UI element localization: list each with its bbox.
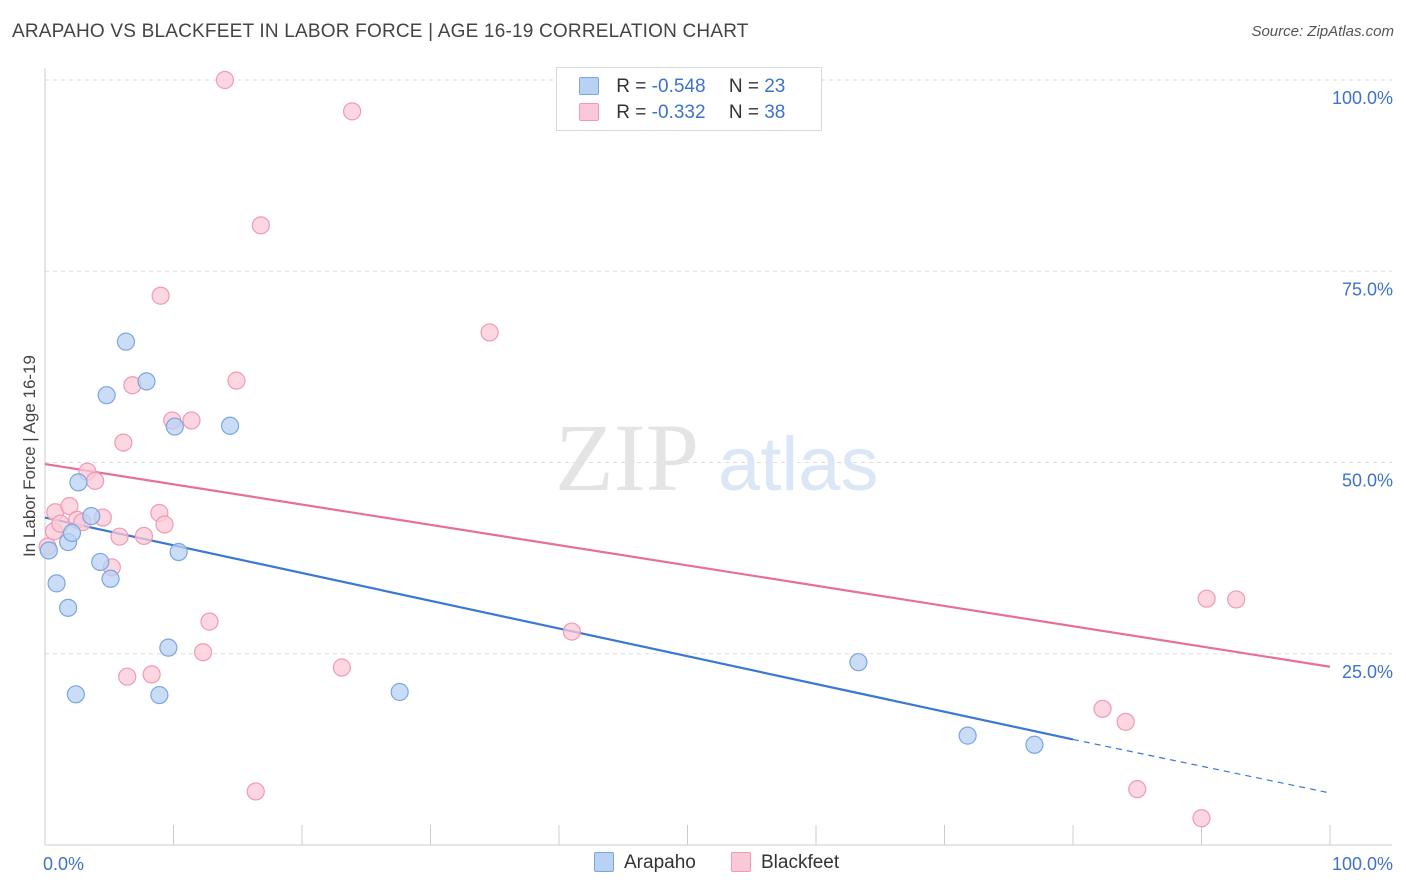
data-point-blackfeet xyxy=(200,612,219,631)
axes xyxy=(44,68,1392,846)
data-point-arapaho xyxy=(159,638,178,657)
legend-item-arapaho[interactable]: Arapaho xyxy=(594,852,696,874)
data-point-blackfeet xyxy=(1116,712,1135,731)
data-point-arapaho xyxy=(47,574,66,593)
legend-swatch-arapaho xyxy=(594,852,614,872)
data-point-blackfeet xyxy=(86,471,105,490)
data-point-arapaho xyxy=(62,523,82,542)
data-point-blackfeet xyxy=(1192,809,1211,828)
data-point-blackfeet xyxy=(118,667,137,686)
legend-item-blackfeet[interactable]: Blackfeet xyxy=(731,852,839,874)
data-point-arapaho xyxy=(958,726,977,745)
data-point-blackfeet xyxy=(562,622,581,641)
legend-n-label: N = xyxy=(728,102,759,123)
data-point-blackfeet xyxy=(182,411,201,430)
data-point-arapaho xyxy=(66,685,85,704)
data-point-blackfeet xyxy=(332,658,351,677)
data-point-arapaho xyxy=(390,682,409,702)
legend-label-blackfeet: Blackfeet xyxy=(761,852,840,873)
stats-legend: R = -0.548 N = 23 R = -0.332 N = 38 xyxy=(556,67,822,131)
data-point-arapaho xyxy=(150,685,169,705)
data-point-arapaho xyxy=(137,372,156,391)
legend-r-label: R = xyxy=(616,102,647,123)
data-point-blackfeet xyxy=(114,433,133,452)
data-point-arapaho xyxy=(169,542,188,562)
data-point-arapaho xyxy=(101,569,120,588)
data-point-blackfeet xyxy=(215,70,234,90)
data-point-blackfeet xyxy=(1227,590,1246,609)
data-point-blackfeet xyxy=(60,497,79,516)
data-point-arapaho xyxy=(849,653,868,672)
data-point-blackfeet xyxy=(151,286,170,305)
data-point-blackfeet xyxy=(110,527,129,546)
data-point-blackfeet xyxy=(251,216,270,235)
data-point-blackfeet xyxy=(1128,780,1147,799)
data-point-arapaho xyxy=(116,332,136,351)
data-point-blackfeet xyxy=(155,515,174,534)
series-legend: Arapaho Blackfeet xyxy=(0,852,1406,878)
watermark-atlas: atlas xyxy=(718,422,879,507)
data-point-arapaho xyxy=(82,506,101,526)
x-tick-label: 0.0% xyxy=(43,854,84,874)
data-points xyxy=(38,70,1246,828)
tick-labels: 25.0% 50.0% 75.0% 100.0% 0.0% 100.0% xyxy=(43,88,1393,874)
watermark-zip: ZIP xyxy=(555,404,699,511)
data-point-arapaho xyxy=(1025,735,1044,754)
legend-row-arapaho: R = -0.548 N = 23 xyxy=(579,76,785,100)
data-point-arapaho xyxy=(220,416,240,435)
chart-title: ARAPAHO VS BLACKFEET IN LABOR FORCE | AG… xyxy=(12,21,749,42)
source-credit: Source: ZipAtlas.com xyxy=(1251,23,1394,40)
legend-n-label: N = xyxy=(728,76,759,97)
trend-line-arapaho xyxy=(44,516,1074,741)
data-point-blackfeet xyxy=(227,371,246,390)
data-point-blackfeet xyxy=(142,665,161,684)
legend-swatch-arapaho xyxy=(579,77,599,95)
legend-n-value: 38 xyxy=(764,102,786,123)
data-point-blackfeet xyxy=(193,643,213,662)
legend-label-arapaho: Arapaho xyxy=(624,852,696,873)
data-point-arapaho xyxy=(39,541,58,560)
data-point-blackfeet xyxy=(134,526,154,546)
trend-extension-arapaho xyxy=(1072,738,1331,794)
data-point-arapaho xyxy=(69,473,88,492)
trend-lines xyxy=(44,462,1331,794)
data-point-blackfeet xyxy=(343,102,362,121)
data-point-blackfeet xyxy=(1197,589,1216,608)
x-tick-label: 100.0% xyxy=(1332,854,1393,874)
legend-swatch-blackfeet xyxy=(579,103,599,121)
y-tick-label: 50.0% xyxy=(1342,471,1393,491)
legend-swatch-blackfeet xyxy=(731,852,751,872)
y-tick-label: 100.0% xyxy=(1332,88,1393,108)
y-tick-label: 75.0% xyxy=(1342,279,1393,299)
data-point-arapaho xyxy=(97,386,116,405)
legend-r-label: R = xyxy=(616,76,647,97)
legend-r-value: -0.332 xyxy=(651,102,706,123)
grid-lines xyxy=(45,79,1392,655)
data-point-blackfeet xyxy=(480,323,499,342)
legend-row-blackfeet: R = -0.332 N = 38 xyxy=(579,102,785,126)
y-tick-label: 25.0% xyxy=(1342,662,1393,682)
legend-n-value: 23 xyxy=(764,76,786,97)
legend-r-value: -0.548 xyxy=(651,76,706,97)
data-point-arapaho xyxy=(91,552,110,572)
data-point-arapaho xyxy=(59,598,78,617)
data-point-arapaho xyxy=(165,417,184,436)
data-point-blackfeet xyxy=(1093,699,1112,718)
data-point-blackfeet xyxy=(246,782,265,801)
trend-line-blackfeet xyxy=(44,462,1331,668)
